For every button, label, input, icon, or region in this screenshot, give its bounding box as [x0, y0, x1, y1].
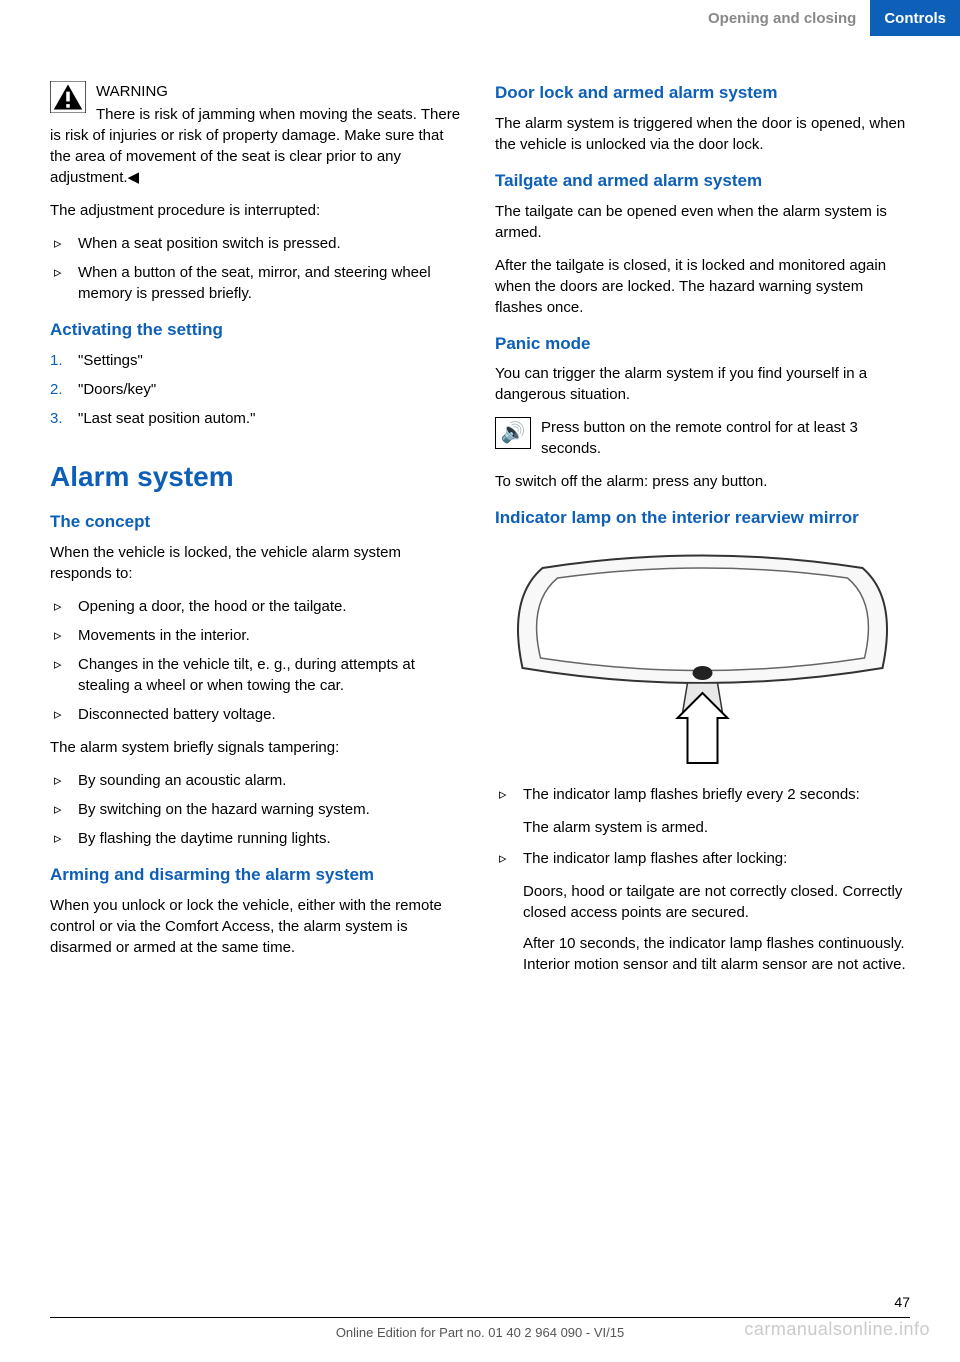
tailgate-heading: Tailgate and armed alarm system [495, 169, 910, 193]
step-text: "Last seat position autom." [78, 410, 255, 427]
doorlock-heading: Door lock and armed alarm system [495, 81, 910, 105]
page-header: Opening and closing Controls [0, 0, 960, 36]
panic-off: To switch off the alarm: press any butto… [495, 471, 910, 492]
list-item: 3. "Last seat position autom." [50, 408, 465, 429]
list-item: By sounding an acoustic alarm. [50, 770, 465, 791]
interrupt-intro: The adjustment procedure is interrupted: [50, 200, 465, 221]
list-item: Opening a door, the hood or the tailgate… [50, 596, 465, 617]
arming-body: When you unlock or lock the vehicle, eit… [50, 895, 465, 958]
list-item: The indicator lamp flashes after locking… [495, 848, 910, 869]
warning-body: There is risk of jamming when moving the… [50, 106, 460, 186]
indicator-heading: Indicator lamp on the interior rearview … [495, 506, 910, 530]
list-item: 1. "Settings" [50, 350, 465, 371]
concept-heading: The concept [50, 510, 465, 534]
activating-heading: Activating the setting [50, 318, 465, 342]
page-number: 47 [50, 1293, 910, 1313]
header-chapter-label: Controls [870, 0, 960, 36]
indicator-item1-b: The alarm system is armed. [495, 817, 910, 838]
indicator-item2-a: The indicator lamp flashes after locking… [523, 850, 787, 867]
step-text: "Doors/key" [78, 381, 156, 398]
tamper-list: By sounding an acoustic alarm. By switch… [50, 770, 465, 849]
doorlock-body: The alarm system is triggered when the d… [495, 113, 910, 155]
warning-block: WARNING There is risk of jamming when mo… [50, 81, 465, 188]
list-item: When a button of the seat, mirror, and s… [50, 262, 465, 304]
list-item: The indicator lamp flashes briefly every… [495, 784, 910, 805]
warning-title: WARNING [50, 81, 465, 102]
activating-steps: 1. "Settings" 2. "Doors/key" 3. "Last seat … [50, 350, 465, 429]
step-number: 3. [50, 408, 63, 429]
tailgate-p1: The tailgate can be opened even when the… [495, 201, 910, 243]
page-content: WARNING There is risk of jamming when mo… [0, 36, 960, 985]
panic-action-block: 🔊 Press button on the remote control for… [495, 417, 910, 459]
watermark-text: carmanualsonline.info [744, 1317, 930, 1342]
tailgate-p2: After the tailgate is closed, it is lock… [495, 255, 910, 318]
tamper-intro: The alarm system briefly signals tamperi… [50, 737, 465, 758]
step-text: "Settings" [78, 352, 143, 369]
right-column: Door lock and armed alarm system The ala… [495, 81, 910, 985]
panic-intro: You can trigger the alarm system if you … [495, 363, 910, 405]
list-item: By switching on the hazard warning syste… [50, 799, 465, 820]
list-item: Disconnected battery voltage. [50, 704, 465, 725]
list-item: By flashing the daytime running lights. [50, 828, 465, 849]
warning-triangle-icon [50, 81, 86, 113]
list-item: Changes in the vehicle tilt, e. g., duri… [50, 654, 465, 696]
indicator-item2-c: After 10 seconds, the indicator lamp fla… [495, 933, 910, 975]
step-number: 2. [50, 379, 63, 400]
indicator-item1-a: The indicator lamp flashes briefly every… [523, 786, 860, 803]
step-number: 1. [50, 350, 63, 371]
indicator-item2-b: Doors, hood or tailgate are not correctl… [495, 881, 910, 923]
header-section-label: Opening and closing [694, 0, 870, 36]
concept-list: Opening a door, the hood or the tailgate… [50, 596, 465, 725]
indicator-list-2: The indicator lamp flashes after locking… [495, 848, 910, 869]
concept-intro: When the vehicle is locked, the vehicle … [50, 542, 465, 584]
list-item: 2. "Doors/key" [50, 379, 465, 400]
alarm-system-heading: Alarm system [50, 457, 465, 496]
panic-heading: Panic mode [495, 332, 910, 356]
interrupt-list: When a seat position switch is pressed. … [50, 233, 465, 304]
panic-action-text: Press button on the remote control for a… [541, 419, 858, 457]
list-item: When a seat position switch is pressed. [50, 233, 465, 254]
rearview-mirror-illustration [495, 538, 910, 768]
left-column: WARNING There is risk of jamming when mo… [50, 81, 465, 985]
arming-heading: Arming and disarming the alarm system [50, 863, 465, 887]
list-item: Movements in the interior. [50, 625, 465, 646]
speaker-sound-icon: 🔊 [495, 417, 531, 449]
indicator-list: The indicator lamp flashes briefly every… [495, 784, 910, 805]
